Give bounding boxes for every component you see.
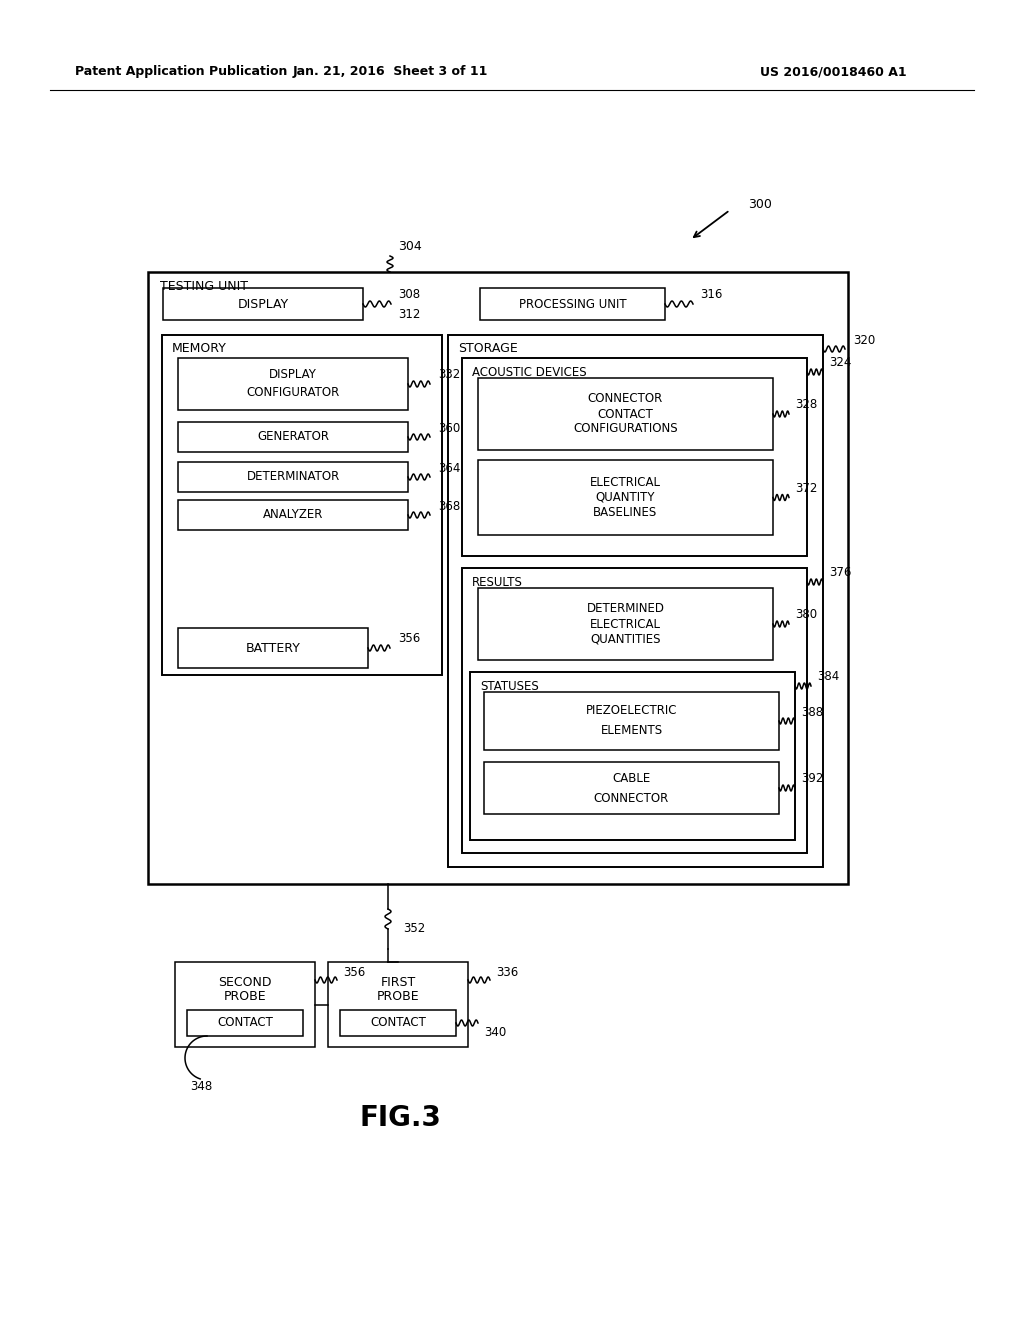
Text: ELECTRICAL: ELECTRICAL	[590, 477, 662, 488]
Bar	[449, 335, 823, 867]
Bar	[162, 335, 442, 675]
Text: MEMORY: MEMORY	[172, 342, 227, 355]
Bar	[175, 962, 315, 1047]
Text: FIG.3: FIG.3	[359, 1104, 441, 1133]
Text: DETERMINATOR: DETERMINATOR	[247, 470, 340, 483]
Text: ELECTRICAL: ELECTRICAL	[590, 618, 662, 631]
Text: 340: 340	[484, 1027, 506, 1040]
Text: FIRST: FIRST	[380, 975, 416, 989]
Text: 308: 308	[398, 288, 420, 301]
Bar	[462, 568, 807, 853]
Text: 368: 368	[438, 499, 460, 512]
Text: ACOUSTIC DEVICES: ACOUSTIC DEVICES	[472, 366, 587, 379]
Text: 324: 324	[829, 356, 851, 370]
Text: SECOND: SECOND	[218, 975, 271, 989]
Bar	[478, 587, 773, 660]
Text: DETERMINED: DETERMINED	[587, 602, 665, 615]
Text: CONTACT: CONTACT	[217, 1016, 273, 1030]
Text: 352: 352	[403, 923, 425, 936]
Text: 356: 356	[398, 632, 420, 645]
Text: TESTING UNIT: TESTING UNIT	[160, 280, 248, 293]
Text: PIEZOELECTRIC: PIEZOELECTRIC	[586, 705, 677, 718]
Text: 312: 312	[398, 308, 421, 321]
Text: DISPLAY: DISPLAY	[238, 297, 289, 310]
Text: 320: 320	[853, 334, 876, 346]
Bar	[163, 288, 362, 319]
Text: CONTACT: CONTACT	[598, 408, 653, 421]
Text: PROCESSING UNIT: PROCESSING UNIT	[519, 297, 627, 310]
Text: CONFIGURATOR: CONFIGURATOR	[247, 387, 340, 400]
Text: BATTERY: BATTERY	[246, 642, 300, 655]
Bar	[328, 962, 468, 1047]
Bar	[480, 288, 665, 319]
Bar	[462, 358, 807, 556]
Text: Patent Application Publication: Patent Application Publication	[75, 66, 288, 78]
Bar	[478, 378, 773, 450]
Bar	[484, 692, 779, 750]
Bar	[178, 358, 408, 411]
Text: 336: 336	[496, 965, 518, 978]
Text: PROBE: PROBE	[377, 990, 419, 1003]
Text: 300: 300	[748, 198, 772, 211]
Text: BASELINES: BASELINES	[593, 506, 657, 519]
Text: 364: 364	[438, 462, 461, 474]
Text: 332: 332	[438, 368, 460, 381]
Text: 356: 356	[343, 965, 366, 978]
Text: QUANTITIES: QUANTITIES	[590, 632, 660, 645]
Text: PROBE: PROBE	[223, 990, 266, 1003]
Bar	[178, 500, 408, 531]
Text: DISPLAY: DISPLAY	[269, 368, 317, 381]
Bar	[484, 762, 779, 814]
Bar	[178, 628, 368, 668]
Text: ANALYZER: ANALYZER	[263, 508, 324, 521]
Text: CABLE: CABLE	[612, 771, 650, 784]
Text: GENERATOR: GENERATOR	[257, 430, 329, 444]
Text: 384: 384	[817, 671, 840, 684]
Text: CONNECTOR: CONNECTOR	[594, 792, 669, 804]
Text: 328: 328	[795, 399, 817, 412]
Bar	[470, 672, 795, 840]
Text: 380: 380	[795, 609, 817, 622]
Text: 304: 304	[398, 240, 422, 253]
Text: CONNECTOR: CONNECTOR	[588, 392, 664, 405]
Bar	[340, 1010, 456, 1036]
Text: Jan. 21, 2016  Sheet 3 of 11: Jan. 21, 2016 Sheet 3 of 11	[292, 66, 487, 78]
Text: CONFIGURATIONS: CONFIGURATIONS	[573, 422, 678, 436]
Text: CONTACT: CONTACT	[370, 1016, 426, 1030]
Text: 360: 360	[438, 421, 460, 434]
Bar	[148, 272, 848, 884]
Text: 372: 372	[795, 482, 817, 495]
Text: STORAGE: STORAGE	[458, 342, 518, 355]
Bar	[178, 462, 408, 492]
Text: 388: 388	[801, 705, 823, 718]
Text: ELEMENTS: ELEMENTS	[600, 725, 663, 738]
Text: 316: 316	[700, 289, 722, 301]
Text: 392: 392	[801, 772, 823, 785]
Text: US 2016/0018460 A1: US 2016/0018460 A1	[760, 66, 906, 78]
Text: 348: 348	[190, 1080, 212, 1093]
Text: 376: 376	[829, 566, 851, 579]
Text: QUANTITY: QUANTITY	[596, 491, 655, 504]
Bar	[478, 459, 773, 535]
Text: RESULTS: RESULTS	[472, 576, 523, 589]
Bar	[187, 1010, 303, 1036]
Text: STATUSES: STATUSES	[480, 680, 539, 693]
Bar	[178, 422, 408, 451]
